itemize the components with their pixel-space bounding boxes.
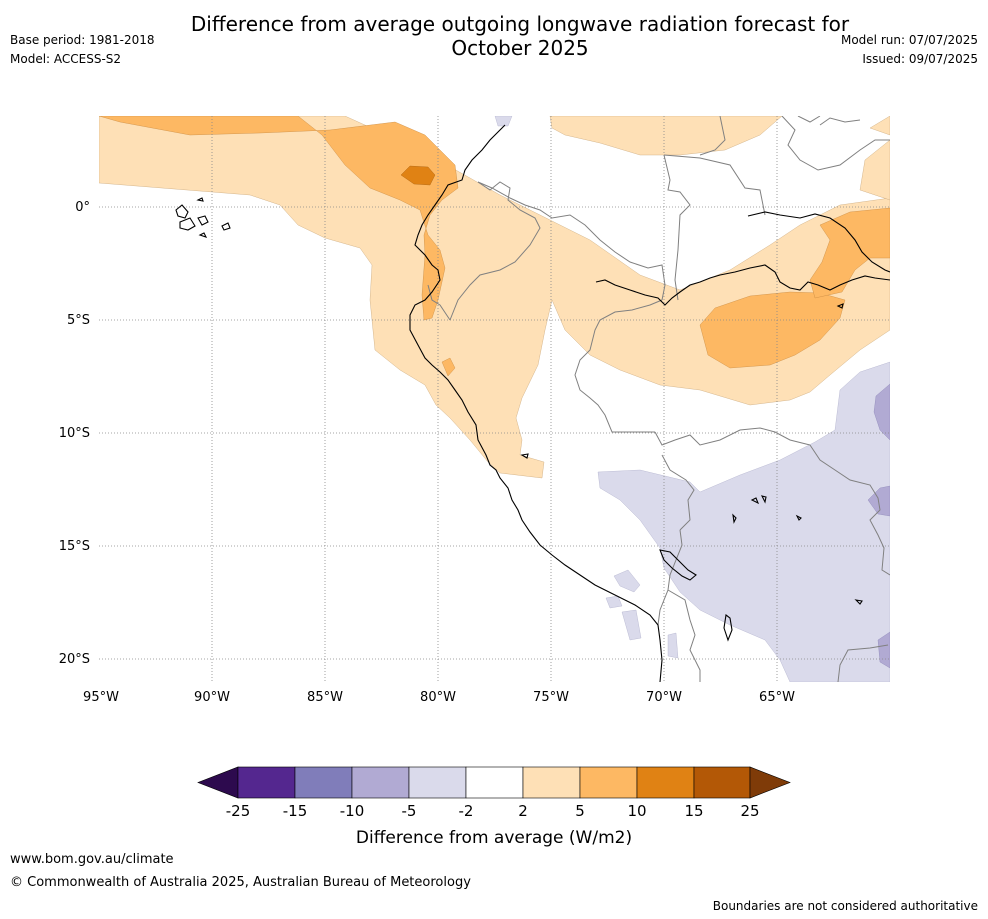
lon-label-95w: 95°W (83, 690, 119, 705)
gridlines (99, 116, 890, 682)
map-area (99, 116, 890, 682)
colorbar-swatch (636, 766, 695, 799)
colorbar-tick: -25 (226, 802, 251, 820)
lat-label-10s: 10°S (59, 426, 90, 441)
colorbar-extend-min (197, 766, 239, 799)
colorbar-swatch (522, 766, 581, 799)
lat-label-0: 0° (75, 200, 90, 215)
colorbar (197, 766, 791, 799)
base-period: Base period: 1981-2018 (10, 33, 155, 47)
colorbar-swatch (351, 766, 410, 799)
anomaly-lavender-north (494, 116, 513, 127)
latitude-labels: 0° 5°S 10°S 15°S 20°S (59, 200, 90, 667)
lon-label-90w: 90°W (194, 690, 230, 705)
model-name: Model: ACCESS-S2 (10, 52, 122, 66)
colorbar-tick: -2 (459, 802, 474, 820)
colorbar-swatch (465, 766, 524, 799)
anomaly-orange-light-small (441, 357, 456, 377)
title-line-2: October 2025 (451, 36, 589, 60)
title-line-1: Difference from average outgoing longwav… (190, 12, 850, 36)
colorbar-extend-max (749, 766, 791, 799)
colorbar-tick: 10 (627, 802, 646, 820)
lon-label-65w: 65°W (759, 690, 795, 705)
footer-copyright: © Commonwealth of Australia 2025, Austra… (10, 875, 471, 890)
colorbar-swatch (294, 766, 353, 799)
colorbar-ticks: -25 -15 -10 -5 -2 2 5 10 15 25 (226, 802, 760, 820)
lon-label-70w: 70°W (646, 690, 682, 705)
anomaly-purple-light-3 (877, 631, 890, 669)
lon-label-80w: 80°W (420, 690, 456, 705)
colorbar-tick: 5 (575, 802, 585, 820)
lat-label-5s: 5°S (67, 313, 90, 328)
lon-label-85w: 85°W (307, 690, 343, 705)
colorbar-swatch (237, 766, 296, 799)
anomaly-lavender-small-4 (667, 632, 679, 659)
model-run: Model run: 07/07/2025 (840, 33, 978, 47)
anomaly-peach-east-north (859, 139, 890, 201)
anomaly-purple-light-1 (873, 383, 890, 441)
colorbar-swatch (693, 766, 751, 799)
colorbar-swatch (408, 766, 467, 799)
anomaly-orange-region (400, 165, 436, 186)
colorbar-swatch (579, 766, 638, 799)
anomaly-peach-east-edge (869, 116, 890, 136)
map-title: Difference from average outgoing longwav… (0, 12, 988, 60)
lon-label-75w: 75°W (533, 690, 569, 705)
colorbar-tick: -15 (283, 802, 308, 820)
lat-label-20s: 20°S (59, 652, 90, 667)
colorbar-tick: 2 (518, 802, 528, 820)
anomaly-lavender-region (597, 361, 890, 682)
colorbar-tick: -5 (402, 802, 417, 820)
colorbar-label: Difference from average (W/m2) (356, 828, 632, 848)
anomaly-lavender-small-1 (613, 569, 641, 593)
footer-disclaimer: Boundaries are not considered authoritat… (712, 899, 978, 913)
anomaly-peach-north-east (549, 116, 783, 156)
colorbar-tick: -10 (340, 802, 365, 820)
issued-date: Issued: 09/07/2025 (862, 52, 978, 66)
country-borders (427, 116, 890, 682)
anomaly-lavender-small-2 (605, 595, 623, 609)
colorbar-tick: 25 (740, 802, 759, 820)
footer-url[interactable]: www.bom.gov.au/climate (10, 852, 174, 867)
anomaly-orange-light-central (699, 291, 846, 369)
lat-label-15s: 15°S (59, 539, 90, 554)
colorbar-tick: 15 (684, 802, 703, 820)
longitude-labels: 95°W 90°W 85°W 80°W 75°W 70°W 65°W (83, 690, 795, 705)
anomaly-lavender-small-3 (621, 609, 642, 641)
coastlines (175, 124, 890, 682)
anomaly-orange-light-north (99, 116, 459, 321)
